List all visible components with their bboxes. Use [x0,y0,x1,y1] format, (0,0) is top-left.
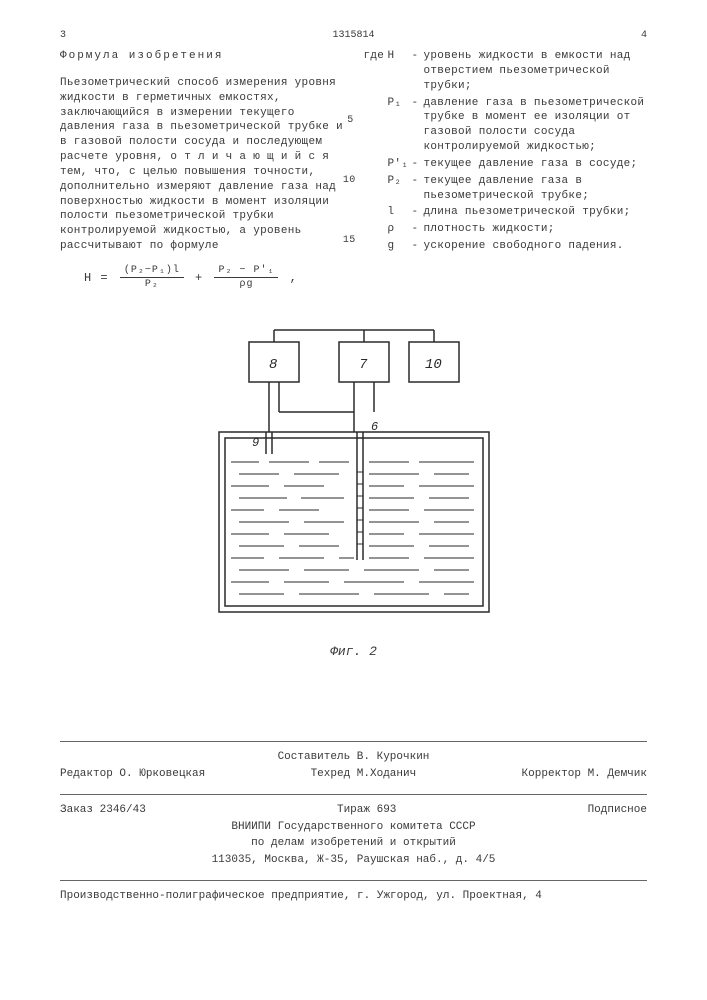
footer-divider-3 [60,880,647,881]
def-row: g - ускорение свободного падения. [364,239,648,254]
page-num-right: 4 [641,30,647,41]
def-row: P′₁ - текущее давление газа в сосуде; [364,157,648,172]
footer-block: Составитель В. Курочкин Редактор О. Юрко… [60,750,647,782]
label-10: 10 [425,357,442,373]
footer-block-2: Заказ 2346/43 Тираж 693 Подписное ВНИИПИ… [60,803,647,868]
def-row: l - длина пьезометрической трубки; [364,205,648,220]
page: 3 1315814 4 Формула изобретения Пьезомет… [0,0,707,1000]
org-row-1: ВНИИПИ Государственного комитета СССР [60,820,647,835]
editor-row: Редактор О. Юрковецкая Техред М.Ходанич … [60,767,647,782]
def-row: ρ - плотность жидкости; [364,222,648,237]
zakaz-row: Заказ 2346/43 Тираж 693 Подписное [60,803,647,818]
left-column: Формула изобретения Пьезометрический спо… [60,49,344,292]
footer-divider-2 [60,794,647,795]
def-row: P₂ - текущее давление газа в пьезометрич… [364,174,648,204]
figure-label: Фиг. 2 [60,644,647,659]
formula-term2: P₂ − P′₁ ρg [214,264,278,292]
line-marker-5: 5 [347,114,353,128]
compiler-row: Составитель В. Курочкин [60,750,647,765]
addr-row: 113035, Москва, Ж-35, Раушская наб., д. … [60,853,647,868]
figure-container: 8 7 10 9 6 Фиг. 2 [60,312,647,659]
page-num-left: 3 [60,30,66,41]
label-7: 7 [359,357,368,373]
right-column: где H - уровень жидкости в емкости над о… [364,49,648,292]
formula-tail: , [290,271,298,285]
doc-number: 1315814 [332,30,374,41]
line-marker-10: 10 [343,174,356,188]
def-row: где H - уровень жидкости в емкости над о… [364,49,648,94]
formula-title: Формула изобретения [60,49,344,64]
label-6: 6 [371,420,378,434]
figure-svg: 8 7 10 9 6 [209,312,499,632]
definitions-list: где H - уровень жидкости в емкости над о… [364,49,648,254]
footer-divider-1 [60,741,647,742]
column-headers: 3 1315814 4 [60,30,647,41]
printer-row: Производственно-полиграфическое предприя… [60,889,647,904]
def-row: P₁ - давление газа в пьезометрической тр… [364,96,648,155]
formula-lhs: H = [84,271,109,285]
label-9: 9 [252,436,259,450]
label-8: 8 [269,357,277,373]
claim-text: Пьезометрический способ измерения уровня… [60,76,344,254]
formula: H = (P₂−P₁)l P₂ + P₂ − P′₁ ρg , [84,264,344,292]
org-row-2: по делам изобретений и открытий [60,836,647,851]
formula-plus: + [195,271,203,285]
two-column-region: Формула изобретения Пьезометрический спо… [60,49,647,292]
formula-term1: (P₂−P₁)l P₂ [120,264,184,292]
where-label: где [364,49,388,94]
line-marker-15: 15 [343,234,356,248]
